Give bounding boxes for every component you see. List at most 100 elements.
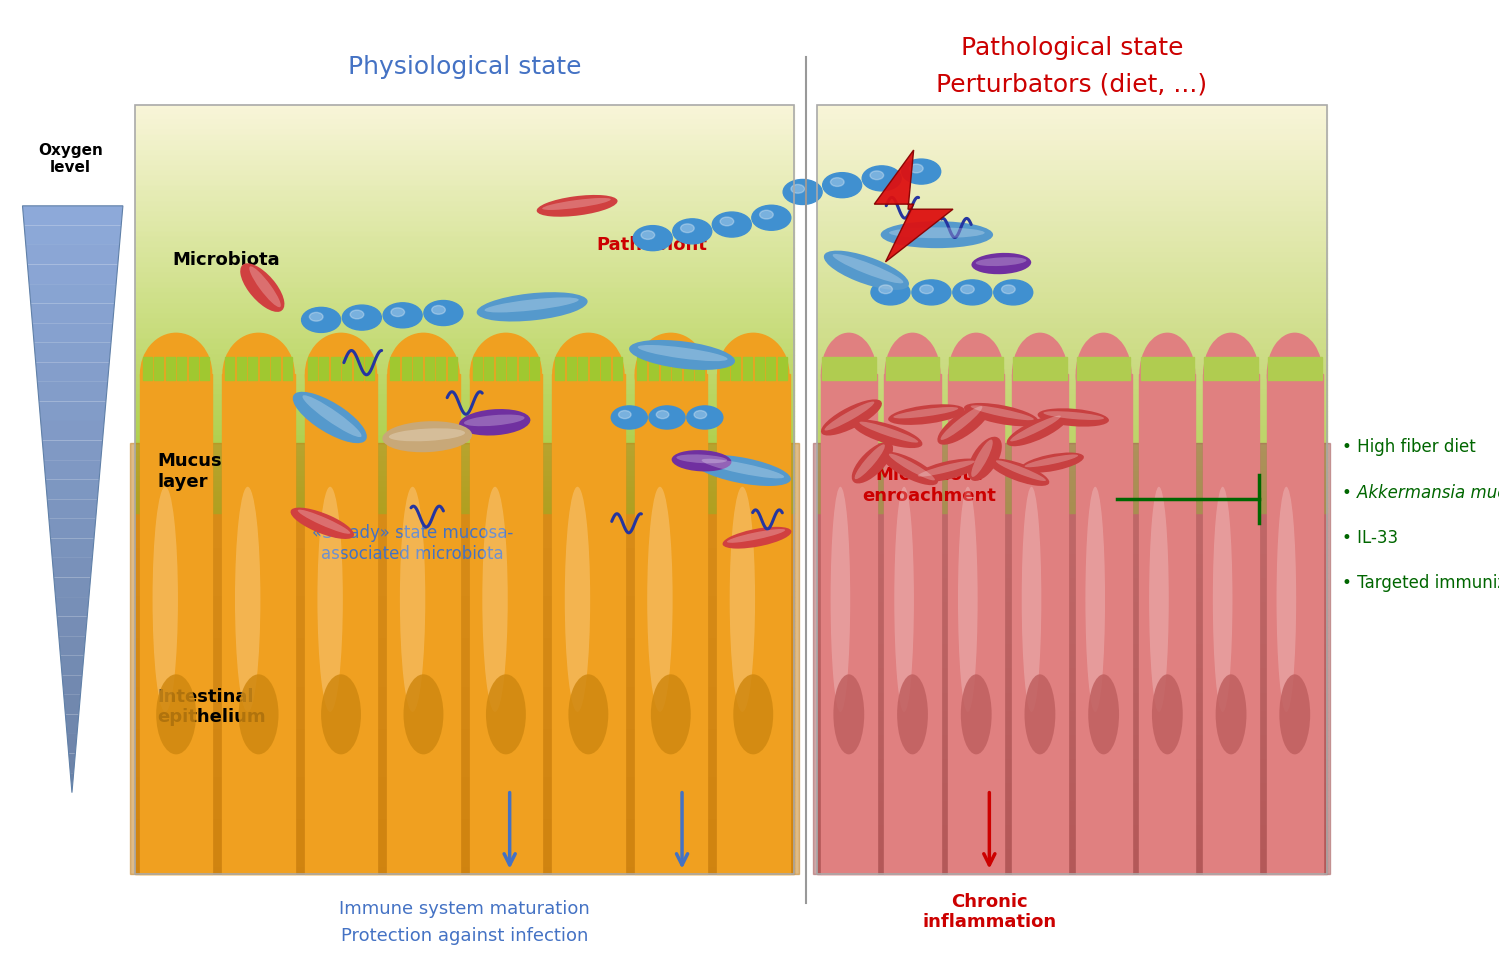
Bar xyxy=(817,172,1327,177)
Bar xyxy=(135,724,794,730)
Bar xyxy=(201,357,210,381)
Ellipse shape xyxy=(889,228,985,239)
Ellipse shape xyxy=(403,675,444,754)
Bar xyxy=(1322,444,1331,875)
Bar xyxy=(817,574,1327,579)
Bar xyxy=(817,814,1327,821)
Circle shape xyxy=(1001,285,1015,294)
Bar xyxy=(817,299,1327,305)
Bar xyxy=(1267,375,1322,875)
Bar xyxy=(1313,357,1322,381)
Bar xyxy=(817,519,1327,526)
Bar xyxy=(354,357,363,381)
Bar xyxy=(135,396,794,401)
Bar xyxy=(135,381,794,385)
Bar xyxy=(414,357,423,381)
Bar xyxy=(135,248,794,254)
Bar xyxy=(135,365,794,371)
Bar xyxy=(895,357,904,381)
Bar xyxy=(135,320,794,325)
Bar xyxy=(884,375,940,875)
Ellipse shape xyxy=(1012,333,1067,416)
Bar xyxy=(135,537,794,543)
Bar xyxy=(817,345,1327,350)
Bar xyxy=(817,314,1327,320)
Ellipse shape xyxy=(693,456,791,486)
Bar xyxy=(135,790,794,797)
Bar xyxy=(135,543,794,550)
Bar xyxy=(135,314,794,320)
Bar xyxy=(1103,357,1112,381)
Bar xyxy=(817,526,1327,531)
Polygon shape xyxy=(63,695,81,715)
Bar xyxy=(135,263,794,269)
Bar xyxy=(135,742,794,748)
Bar xyxy=(531,357,540,381)
Bar xyxy=(817,177,1327,183)
Bar xyxy=(817,340,1327,345)
Bar xyxy=(817,325,1327,330)
Bar xyxy=(555,357,564,381)
Ellipse shape xyxy=(880,222,992,249)
Bar xyxy=(1204,357,1213,381)
Bar xyxy=(817,284,1327,289)
Bar xyxy=(177,357,186,381)
Bar xyxy=(625,444,634,875)
Bar xyxy=(817,681,1327,688)
Bar xyxy=(1231,357,1240,381)
Bar xyxy=(139,375,213,875)
Ellipse shape xyxy=(388,429,465,442)
Bar xyxy=(1004,444,1012,875)
Bar xyxy=(817,646,1327,652)
Bar xyxy=(1186,357,1195,381)
Bar xyxy=(135,345,794,350)
Bar xyxy=(817,360,1327,365)
Ellipse shape xyxy=(1277,487,1297,712)
Bar xyxy=(135,442,794,447)
Circle shape xyxy=(391,308,405,317)
Circle shape xyxy=(301,308,340,333)
Bar xyxy=(135,700,794,706)
Ellipse shape xyxy=(1088,675,1120,754)
Bar xyxy=(130,444,139,875)
Bar xyxy=(424,357,433,381)
Bar xyxy=(817,274,1327,279)
Bar xyxy=(817,652,1327,657)
Bar xyxy=(135,772,794,778)
Bar xyxy=(1295,357,1304,381)
Bar xyxy=(817,718,1327,724)
Polygon shape xyxy=(61,676,82,695)
Ellipse shape xyxy=(303,396,361,437)
Bar xyxy=(1304,357,1313,381)
Bar xyxy=(135,360,794,365)
Polygon shape xyxy=(60,656,84,676)
Bar xyxy=(817,498,1327,503)
Bar xyxy=(135,591,794,598)
Bar xyxy=(189,357,198,381)
Bar xyxy=(1139,375,1195,875)
Circle shape xyxy=(642,232,655,240)
Polygon shape xyxy=(37,382,108,402)
Ellipse shape xyxy=(893,407,958,419)
Bar xyxy=(817,467,1327,473)
Ellipse shape xyxy=(832,255,904,284)
Circle shape xyxy=(911,281,950,306)
Bar xyxy=(817,238,1327,243)
Bar xyxy=(135,555,794,561)
Bar xyxy=(817,508,1327,513)
Ellipse shape xyxy=(1150,487,1169,712)
Bar xyxy=(817,106,1327,111)
Bar xyxy=(225,357,234,381)
Bar xyxy=(1159,357,1168,381)
Ellipse shape xyxy=(222,333,295,416)
Ellipse shape xyxy=(238,675,279,754)
Ellipse shape xyxy=(477,293,588,322)
Polygon shape xyxy=(39,402,106,422)
Bar xyxy=(135,212,794,218)
Ellipse shape xyxy=(292,392,367,444)
Bar xyxy=(817,121,1327,126)
Bar xyxy=(135,427,794,431)
Circle shape xyxy=(687,407,723,430)
Bar xyxy=(387,375,460,875)
Bar xyxy=(135,718,794,724)
